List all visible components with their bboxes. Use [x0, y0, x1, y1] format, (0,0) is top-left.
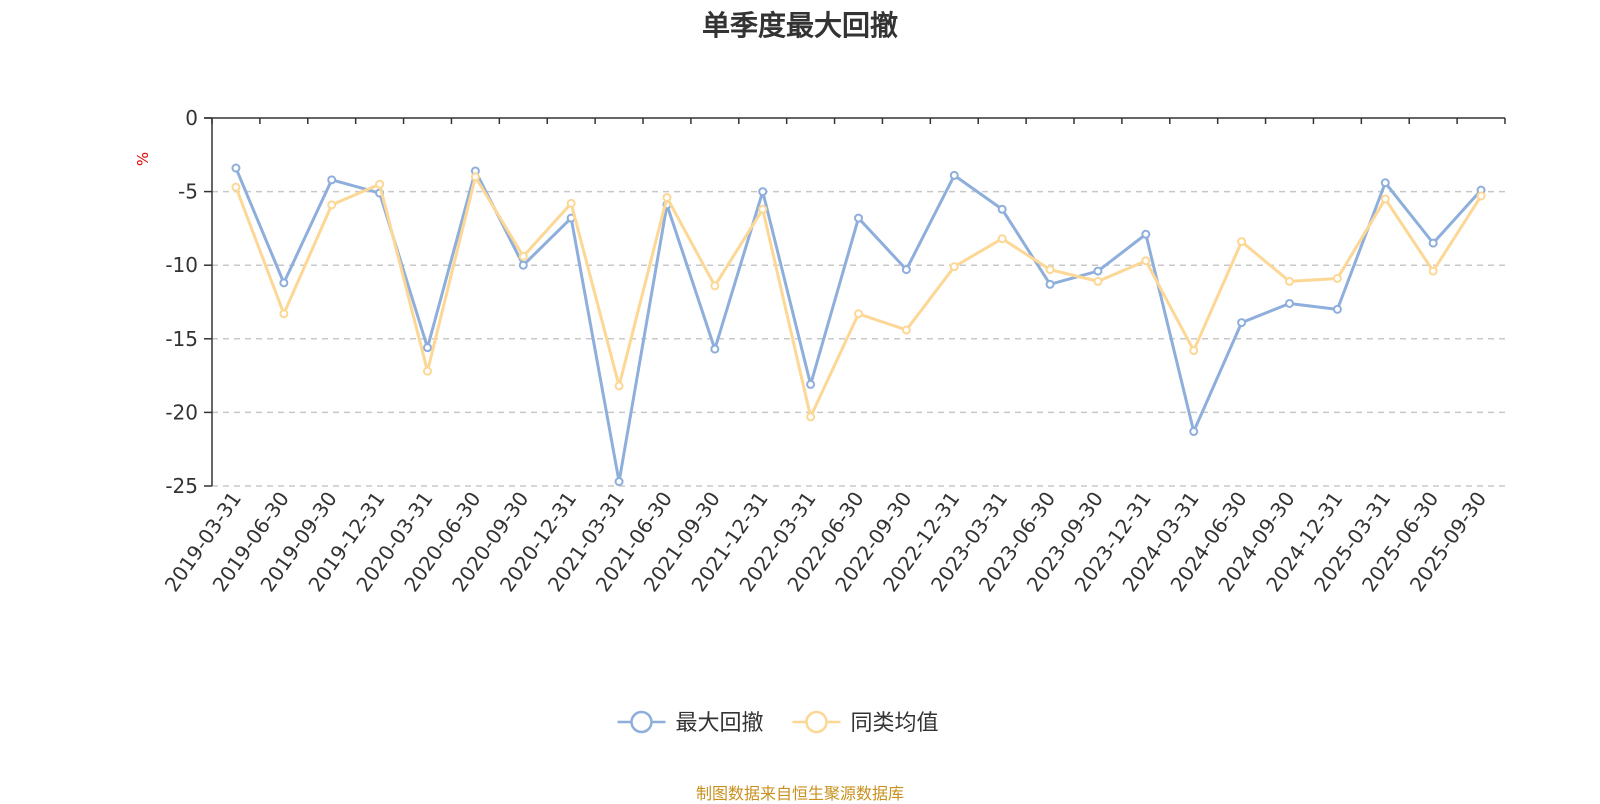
- data-point: [806, 379, 816, 389]
- data-point: [1380, 178, 1390, 188]
- data-point: [1476, 191, 1486, 201]
- legend-item-0[interactable]: 最大回撤: [617, 710, 764, 736]
- data-point: [279, 309, 289, 319]
- data-point: [1093, 276, 1103, 286]
- data-point: [949, 170, 959, 180]
- data-point: [1380, 194, 1390, 204]
- data-point: [1332, 273, 1342, 283]
- data-point: [1093, 266, 1103, 276]
- data-point: [1428, 238, 1438, 248]
- legend-marker-icon: [805, 710, 828, 734]
- data-point: [327, 200, 337, 210]
- series-1: [231, 172, 1486, 422]
- y-tick-label: -20: [165, 400, 198, 424]
- y-tick-label: -10: [165, 253, 198, 277]
- legend[interactable]: 最大回撤 同类均值: [617, 710, 939, 736]
- data-point: [614, 381, 624, 391]
- data-point: [710, 344, 720, 354]
- data-point: [231, 163, 241, 173]
- data-point: [1237, 237, 1247, 247]
- data-point: [518, 260, 528, 270]
- y-tick-label: -5: [178, 180, 198, 204]
- grid-layer: [212, 190, 1505, 487]
- series-layer: [231, 163, 1486, 487]
- data-point: [518, 251, 528, 261]
- data-point: [662, 192, 672, 202]
- data-point: [423, 343, 432, 353]
- data-point: [566, 198, 576, 208]
- data-point: [1332, 304, 1342, 314]
- data-point: [1141, 256, 1151, 266]
- y-tick-label: -25: [165, 474, 198, 498]
- axis-layer: 0-5-10-15-20-252019-03-312019-06-302019-…: [160, 106, 1506, 596]
- data-point: [327, 175, 337, 185]
- data-point: [231, 182, 241, 192]
- data-point: [423, 366, 432, 376]
- data-point: [470, 172, 480, 182]
- data-point: [1285, 276, 1294, 286]
- data-point: [1189, 427, 1199, 437]
- data-point: [758, 204, 768, 214]
- legend-label: 最大回撤: [676, 711, 764, 736]
- data-point: [854, 309, 863, 319]
- data-point: [854, 213, 863, 223]
- data-point: [710, 281, 720, 291]
- legend-item-1[interactable]: 同类均值: [792, 710, 939, 736]
- data-point: [997, 234, 1007, 244]
- data-point: [1045, 265, 1055, 275]
- data-point: [279, 278, 289, 288]
- data-point: [1045, 279, 1055, 289]
- legend-marker-icon: [630, 710, 653, 734]
- data-point: [1285, 298, 1294, 308]
- legend-label: 同类均值: [851, 711, 939, 736]
- series-line: [234, 175, 1483, 419]
- data-point: [758, 187, 768, 197]
- data-point: [614, 477, 624, 487]
- data-point: [806, 412, 816, 422]
- data-point: [949, 262, 959, 272]
- chart-title: 单季度最大回撤: [701, 9, 898, 42]
- data-point: [1237, 318, 1247, 328]
- source-note: 制图数据来自恒生聚源数据库: [695, 784, 904, 803]
- data-point: [901, 325, 911, 335]
- y-tick-label: 0: [185, 106, 198, 130]
- y-tick-label: -15: [165, 327, 198, 351]
- line-chart: 0-5-10-15-20-252019-03-312019-06-302019-…: [160, 106, 1506, 736]
- data-point: [1428, 266, 1438, 276]
- data-point: [1189, 346, 1199, 356]
- series-0: [231, 163, 1486, 487]
- data-point: [1141, 229, 1151, 239]
- data-point: [997, 204, 1007, 214]
- data-point: [375, 179, 385, 189]
- data-point: [901, 265, 911, 275]
